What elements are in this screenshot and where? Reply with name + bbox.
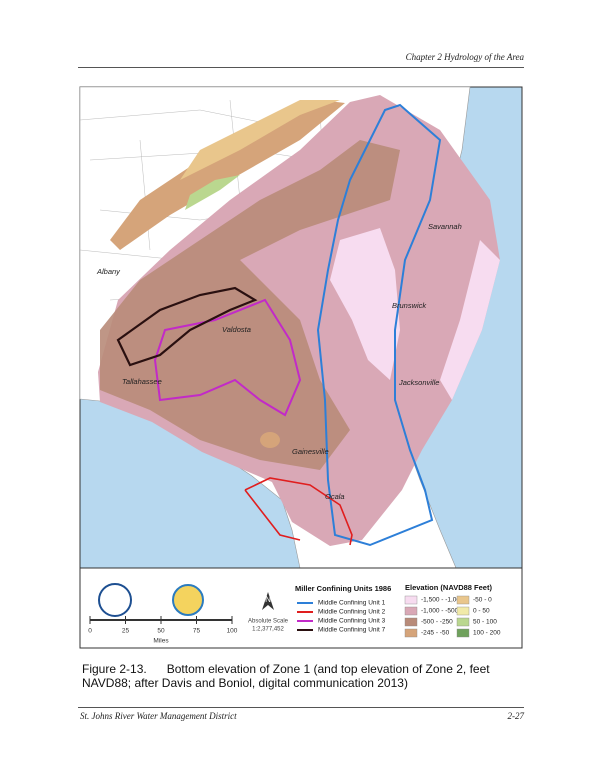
- place-label: Tallahassee: [122, 377, 162, 386]
- caption-label: Figure 2-13.: [82, 662, 147, 676]
- units-title: Miller Confining Units 1986: [295, 584, 391, 593]
- elevation-label: 100 - 200: [473, 630, 501, 637]
- unit-label: Middle Confining Unit 7: [318, 627, 386, 634]
- elevation-label: -50 - 0: [473, 597, 492, 604]
- logo-partner: [172, 584, 204, 616]
- elevation-label: -1,500 - -1,000: [421, 597, 464, 604]
- logo-sjr: [98, 583, 132, 617]
- elevation-swatch: [456, 628, 470, 638]
- unit-2-line: [244, 477, 353, 546]
- legend-box: [79, 567, 523, 649]
- elevation-swatch: [404, 617, 418, 627]
- north-label: N: [265, 595, 271, 604]
- map-figure: Albany Savannah Valdosta Brunswick Tallahass…: [79, 86, 523, 649]
- unit-3-line: [153, 298, 302, 417]
- elevation-title: Elevation (NAVD88 Feet): [405, 583, 492, 592]
- zone-light: [330, 228, 400, 380]
- scale-ratio: 1:2,377,452: [252, 627, 284, 633]
- elevation-swatch: [404, 606, 418, 616]
- place-label: Savannah: [428, 222, 462, 231]
- zone-tan-spot: [260, 432, 280, 448]
- caption-text: Bottom elevation of Zone 1 (and top elev…: [82, 662, 490, 690]
- zone-yellow: [180, 100, 340, 180]
- header-chapter: Chapter 2 Hydrology of the Area: [405, 52, 524, 62]
- unit-1-line: [316, 103, 442, 547]
- scale-text: Absolute Scale: [248, 619, 289, 625]
- unit-label: Middle Confining Unit 1: [318, 600, 386, 607]
- place-label: Albany: [96, 267, 121, 276]
- footer-right: 2-27: [507, 711, 525, 721]
- zone-east-light: [440, 240, 500, 400]
- elevation-swatch: [456, 606, 470, 616]
- place-label: Gainesville: [292, 447, 329, 456]
- zone-tan: [110, 100, 345, 250]
- elevation-swatch: [456, 595, 470, 605]
- header-rule: [78, 67, 524, 68]
- place-label: Ocala: [325, 492, 345, 501]
- elevation-label: -245 - -50: [421, 630, 450, 637]
- unit-7-line: [116, 286, 258, 367]
- elevation-label: 50 - 100: [473, 619, 497, 626]
- elevation-swatch: [404, 628, 418, 638]
- scale-unit: Miles: [153, 638, 169, 645]
- place-label: Jacksonville: [398, 378, 439, 387]
- place-label: Valdosta: [222, 325, 251, 334]
- elevation-label: -1,000 - -500: [421, 608, 459, 615]
- scale-label: 25: [122, 628, 130, 635]
- footer-left: St. Johns River Water Management Distric…: [80, 711, 237, 721]
- elevation-swatch: [404, 595, 418, 605]
- elevation-label: -500 - -250: [421, 619, 453, 626]
- elevation-swatch: [456, 617, 470, 627]
- elevation-label: 0 - 50: [473, 608, 490, 615]
- figure-caption: Figure 2-13. Bottom elevation of Zone 1 …: [82, 662, 527, 690]
- scale-label: 75: [193, 628, 201, 635]
- unit-label: Middle Confining Unit 3: [318, 618, 386, 625]
- north-arrow: [262, 592, 274, 610]
- scale-label: 100: [227, 628, 238, 635]
- unit-label: Middle Confining Unit 2: [318, 609, 386, 616]
- footer-rule: [78, 707, 524, 708]
- place-label: Brunswick: [392, 301, 427, 310]
- zone-green: [185, 175, 240, 210]
- scale-label: 0: [88, 628, 92, 635]
- scale-label: 50: [157, 628, 165, 635]
